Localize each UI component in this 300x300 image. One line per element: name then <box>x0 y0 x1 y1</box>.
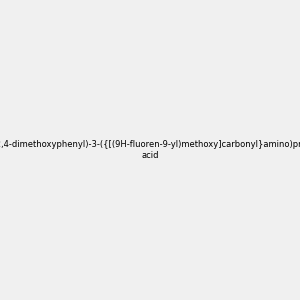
Text: (3S)-3-(2,4-dimethoxyphenyl)-3-({[(9H-fluoren-9-yl)methoxy]carbonyl}amino)propan: (3S)-3-(2,4-dimethoxyphenyl)-3-({[(9H-fl… <box>0 140 300 160</box>
